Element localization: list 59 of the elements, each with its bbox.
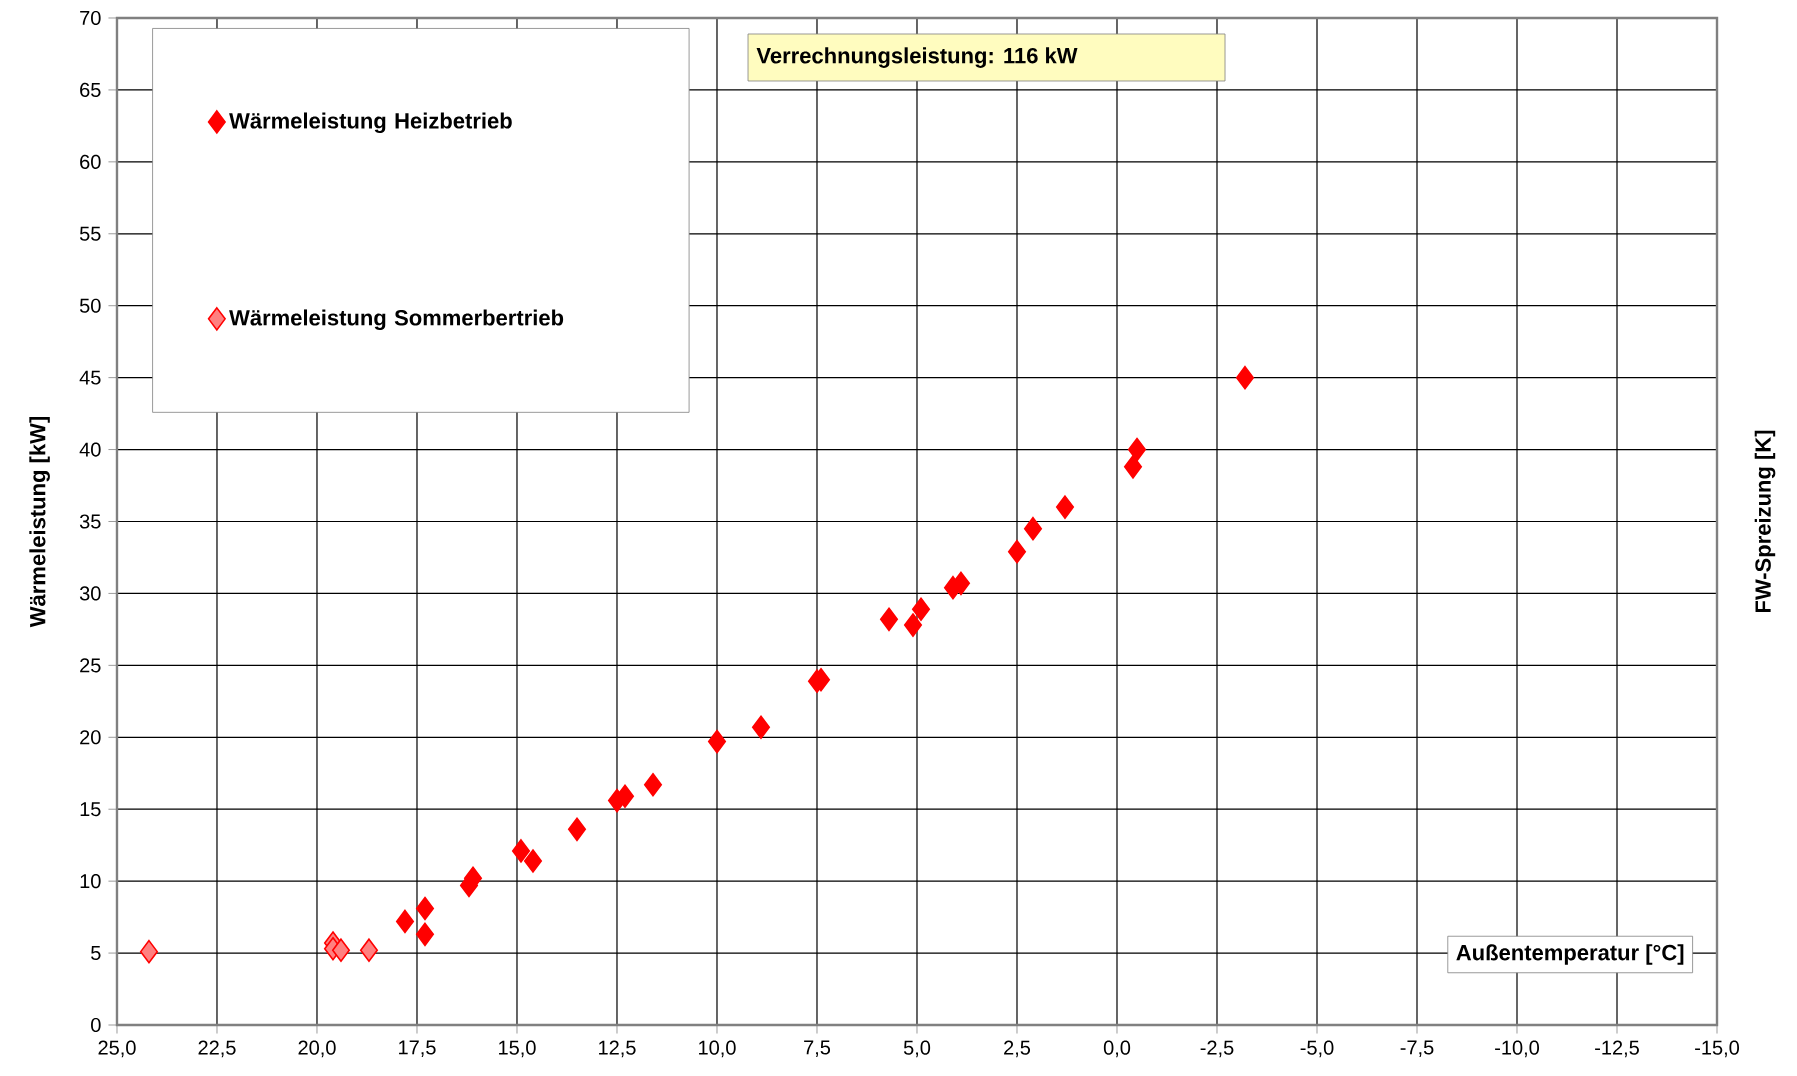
x-tick-label: -2,5 bbox=[1200, 1040, 1234, 1058]
y-axis-title: Wärmeleistung [kW] bbox=[29, 417, 50, 628]
point bbox=[1235, 365, 1255, 390]
x-tick-label: -7,5 bbox=[1400, 1040, 1434, 1057]
point bbox=[643, 772, 663, 797]
point bbox=[415, 922, 435, 947]
y-tick-label: 30 bbox=[79, 586, 101, 601]
point bbox=[1007, 539, 1027, 564]
x-tick-label: 17,5 bbox=[399, 1040, 436, 1057]
y-tick-label: 55 bbox=[79, 226, 101, 241]
y-tick-label: 25 bbox=[80, 658, 101, 673]
point bbox=[395, 909, 415, 934]
point bbox=[139, 939, 159, 964]
point bbox=[1127, 437, 1147, 462]
y-tick-label: 5 bbox=[91, 946, 101, 961]
y-tick-label: 45 bbox=[79, 370, 101, 385]
annotation: Verrechnungsleistung: 116 kW bbox=[756, 47, 1078, 68]
point bbox=[751, 715, 771, 740]
x-tick-label: 0,0 bbox=[1103, 1040, 1131, 1058]
y-tick-label: 70 bbox=[80, 10, 101, 26]
point bbox=[1123, 455, 1143, 479]
x-tick-label: -10,0 bbox=[1495, 1040, 1540, 1058]
y-tick-label: 65 bbox=[80, 82, 101, 97]
point bbox=[359, 938, 379, 962]
point bbox=[879, 607, 899, 632]
x-tick-label: 12,5 bbox=[599, 1040, 636, 1058]
y-tick-label: 50 bbox=[79, 298, 101, 313]
y-tick-label: 20 bbox=[80, 730, 101, 745]
point bbox=[1023, 516, 1043, 541]
point bbox=[707, 729, 727, 754]
point bbox=[911, 597, 931, 622]
x-tick-label: 15,0 bbox=[499, 1040, 536, 1058]
y2-axis-title: FW-Spreizung [K] bbox=[1754, 430, 1776, 613]
point bbox=[903, 613, 923, 637]
legend-label: Wärmeleistung Sommerbertrieb bbox=[229, 309, 564, 331]
x-tick-label: 7,5 bbox=[804, 1040, 831, 1057]
x-tick-label: -15,0 bbox=[1695, 1040, 1740, 1058]
x-tick-label: -12,5 bbox=[1595, 1040, 1639, 1058]
y-tick-label: 0 bbox=[91, 1017, 101, 1033]
x-tick-label: -5,0 bbox=[1300, 1040, 1334, 1058]
x-tick-label: 10,0 bbox=[699, 1040, 736, 1058]
x-tick-label: 5,0 bbox=[903, 1040, 931, 1058]
x-tick-label: 22,5 bbox=[198, 1040, 236, 1058]
point bbox=[1055, 495, 1075, 519]
legend-label: Wärmeleistung Heizbetrieb bbox=[229, 112, 512, 134]
y-tick-label: 60 bbox=[80, 154, 101, 169]
y-tick-label: 10 bbox=[80, 874, 101, 889]
y-tick-label: 40 bbox=[79, 442, 101, 457]
y-tick-label: 35 bbox=[79, 514, 101, 529]
point bbox=[511, 839, 531, 863]
point bbox=[331, 938, 351, 962]
x-tick-label: 25,0 bbox=[98, 1040, 136, 1058]
point bbox=[567, 817, 587, 842]
x-axis-title: Außentemperatur [°C] bbox=[1456, 944, 1684, 965]
point bbox=[523, 849, 543, 873]
point bbox=[415, 896, 435, 921]
y-tick-label: 15 bbox=[80, 802, 101, 817]
x-tick-label: 20,0 bbox=[298, 1040, 336, 1058]
x-tick-label: 2,5 bbox=[1004, 1040, 1031, 1058]
